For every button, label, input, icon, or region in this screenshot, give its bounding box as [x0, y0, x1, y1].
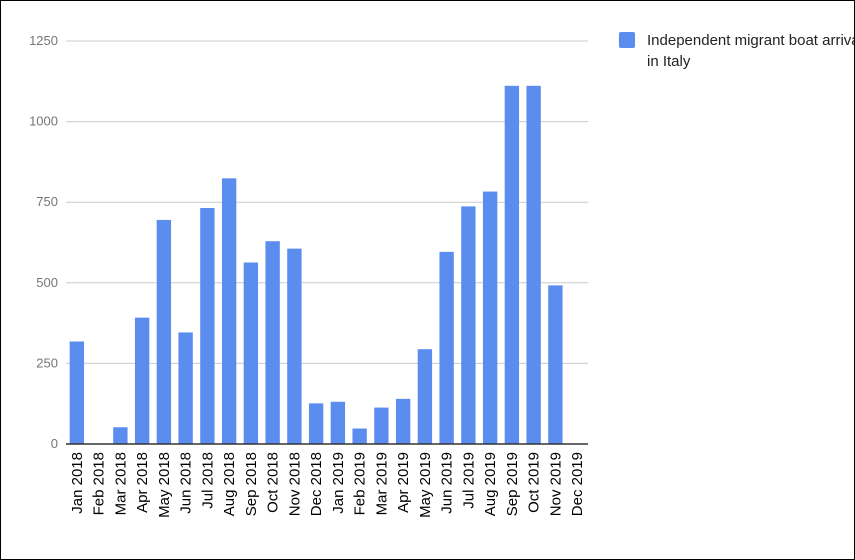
- x-tick-label: Mar 2018: [112, 452, 129, 515]
- bar: [221, 178, 237, 444]
- bar: [395, 398, 411, 444]
- x-tick-label: Jan 2018: [69, 452, 86, 514]
- y-tick-label: 0: [51, 436, 58, 451]
- bar: [330, 401, 346, 444]
- x-tick-label: Apr 2019: [395, 452, 412, 513]
- bar: [287, 248, 302, 444]
- x-tick-label: Aug 2018: [221, 452, 238, 516]
- x-tick-label: Jun 2018: [178, 452, 195, 514]
- bar: [417, 349, 433, 444]
- bar: [548, 285, 563, 444]
- bar: [178, 332, 193, 444]
- x-tick-label: May 2018: [156, 452, 173, 518]
- x-tick-label: Nov 2018: [286, 452, 303, 516]
- bar: [69, 341, 85, 444]
- x-tick-label: Dec 2019: [569, 452, 586, 516]
- x-tick-label: Apr 2018: [134, 452, 151, 513]
- x-tick-label: Jul 2018: [199, 452, 216, 509]
- x-tick-label: Jun 2019: [439, 452, 456, 514]
- bar: [352, 428, 367, 444]
- x-tick-label: Jan 2019: [330, 452, 347, 514]
- bar: [134, 317, 150, 444]
- bar: [504, 85, 520, 444]
- x-tick-label: Mar 2019: [373, 452, 390, 515]
- bar: [156, 219, 172, 444]
- bar: [200, 208, 215, 444]
- y-tick-label: 1250: [29, 33, 58, 48]
- x-tick-label: Nov 2019: [547, 452, 564, 516]
- y-tick-label: 1000: [29, 114, 58, 129]
- x-tick-label: Oct 2019: [526, 452, 543, 513]
- x-tick-label: Sep 2018: [243, 452, 260, 516]
- x-tick-label: Sep 2019: [504, 452, 521, 516]
- y-tick-label: 750: [36, 194, 58, 209]
- legend-label: Independent migrant boat arrivals in Ital…: [647, 32, 854, 70]
- bar: [243, 262, 259, 444]
- bar: [374, 407, 389, 444]
- bar: [526, 85, 541, 444]
- x-tick-label: Aug 2019: [482, 452, 499, 516]
- x-tick-label: Jul 2019: [460, 452, 477, 509]
- bar: [482, 191, 498, 444]
- x-axis-ticks: Jan 2018 Feb 2018 Mar 2018 Apr 2018 May 2018…: [69, 452, 586, 518]
- legend: Independent migrant boat arrivals in Ital…: [619, 32, 854, 70]
- y-tick-label: 250: [36, 355, 58, 370]
- bars: [69, 85, 563, 444]
- x-tick-label: May 2019: [417, 452, 434, 518]
- x-tick-label: Oct 2018: [265, 452, 282, 513]
- bar: [439, 251, 454, 444]
- x-tick-label: Dec 2018: [308, 452, 325, 516]
- gridlines: [66, 40, 588, 364]
- y-tick-label: 500: [36, 275, 58, 290]
- bar: [308, 403, 324, 444]
- y-axis-ticks: 0 250 500 750 1000 1250: [29, 33, 58, 451]
- bar: [461, 206, 476, 444]
- bar: [113, 427, 128, 444]
- legend-swatch: [619, 32, 635, 48]
- x-tick-label: Feb 2019: [352, 452, 369, 515]
- bar: [265, 241, 280, 444]
- x-tick-label: Feb 2018: [91, 452, 108, 515]
